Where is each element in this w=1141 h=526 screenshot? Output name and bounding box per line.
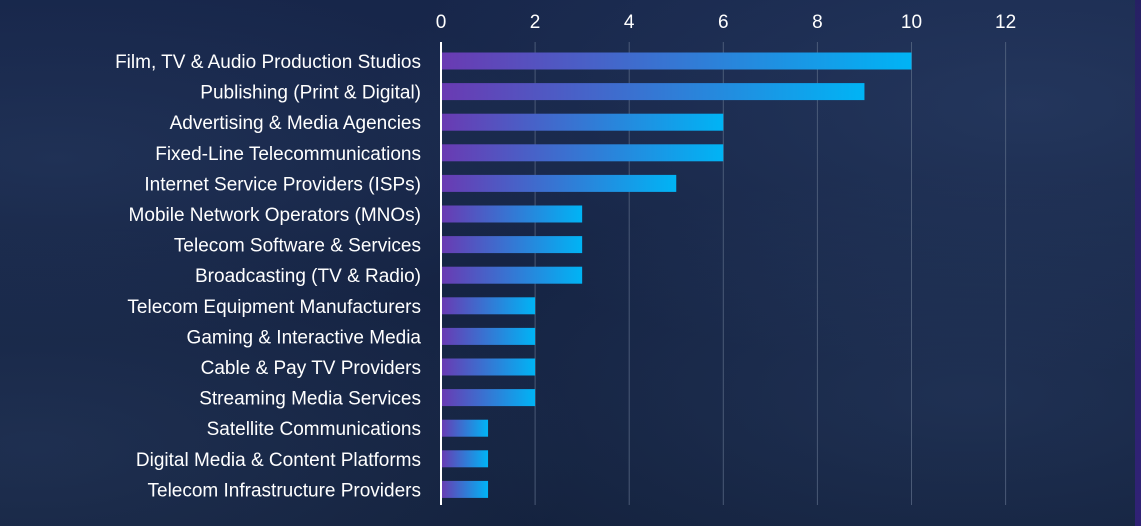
x-axis-ticks: 0 2 4 6 8 10 12 <box>436 12 1016 33</box>
bar <box>441 480 489 498</box>
category-label: Internet Service Providers (ISPs) <box>144 174 421 195</box>
bar <box>441 327 536 345</box>
category-label: Mobile Network Operators (MNOs) <box>129 205 421 226</box>
category-label: Publishing (Print & Digital) <box>200 83 421 104</box>
bar <box>441 358 536 376</box>
category-label: Advertising & Media Agencies <box>170 113 421 134</box>
category-label: Film, TV & Audio Production Studios <box>115 52 421 73</box>
bar <box>441 83 865 101</box>
bars <box>441 52 912 498</box>
category-label: Satellite Communications <box>207 419 421 440</box>
bar <box>441 236 583 254</box>
x-tick-label: 0 <box>436 12 447 33</box>
category-label: Telecom Equipment Manufacturers <box>127 297 421 318</box>
category-label: Gaming & Interactive Media <box>187 327 422 348</box>
x-tick-label: 4 <box>624 12 635 33</box>
x-tick-label: 12 <box>995 12 1016 33</box>
category-label: Cable & Pay TV Providers <box>201 358 421 379</box>
x-tick-label: 8 <box>812 12 823 33</box>
bar <box>441 266 583 284</box>
category-label: Fixed-Line Telecommunications <box>155 144 421 165</box>
category-label: Telecom Infrastructure Providers <box>148 480 422 501</box>
bar <box>441 419 489 437</box>
category-label: Telecom Software & Services <box>174 236 421 257</box>
bar <box>441 144 724 162</box>
bar <box>441 113 724 131</box>
category-label: Streaming Media Services <box>199 389 421 410</box>
bar <box>441 389 536 407</box>
category-label: Broadcasting (TV & Radio) <box>195 266 421 287</box>
bar <box>441 174 677 192</box>
grid-lines <box>534 42 1007 505</box>
x-tick-label: 2 <box>530 12 541 33</box>
bar <box>441 205 583 223</box>
category-labels: Film, TV & Audio Production Studios Publi… <box>115 52 421 501</box>
bar <box>441 52 912 70</box>
x-tick-label: 10 <box>901 12 922 33</box>
x-tick-label: 6 <box>718 12 729 33</box>
bar <box>441 450 489 468</box>
bar <box>441 297 536 315</box>
category-label: Digital Media & Content Platforms <box>136 450 421 471</box>
